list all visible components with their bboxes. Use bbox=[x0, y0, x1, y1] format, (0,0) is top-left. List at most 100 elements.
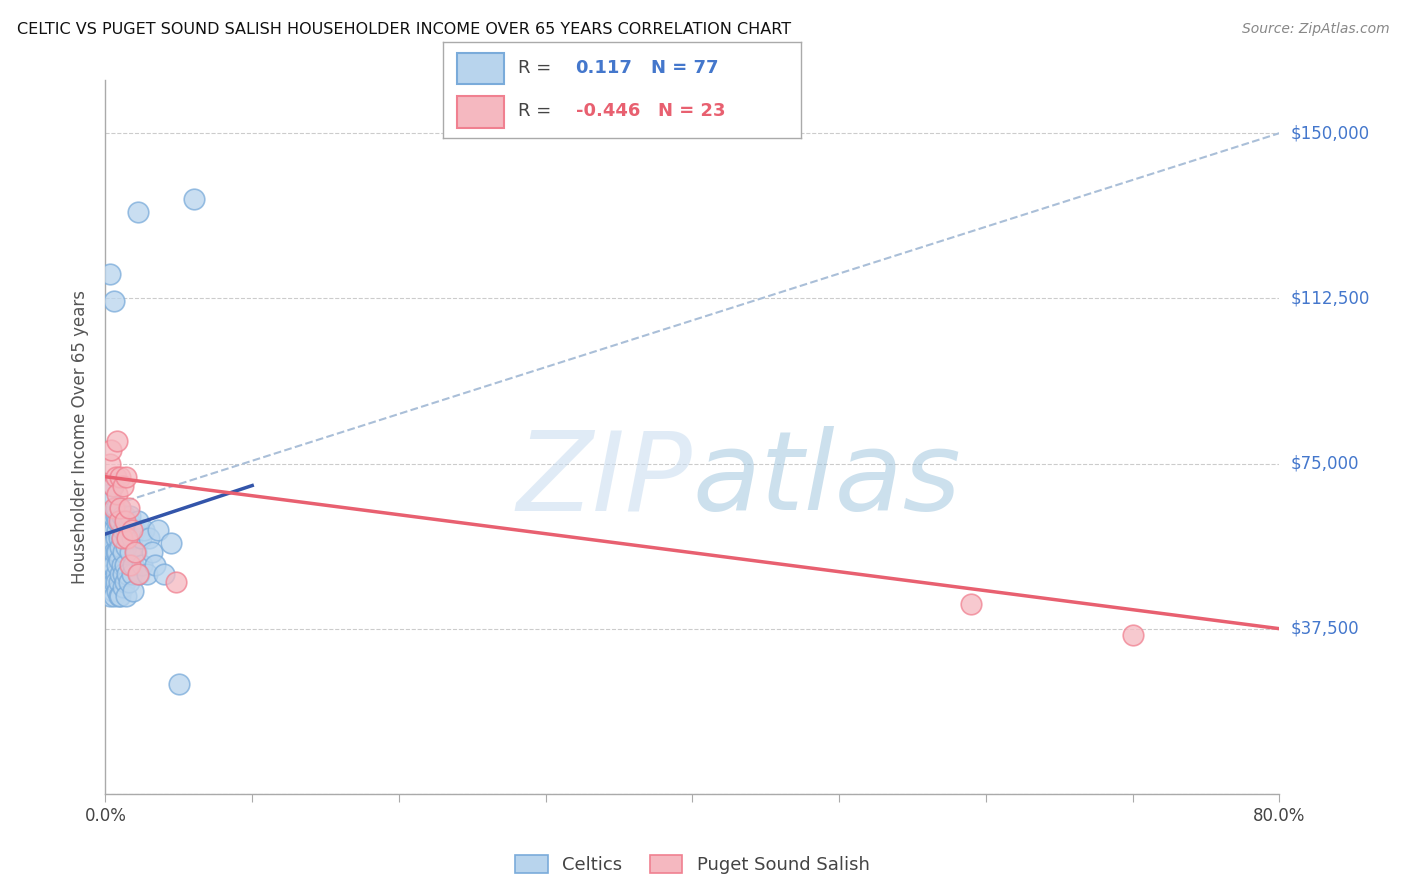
Point bbox=[112, 544, 135, 558]
Point bbox=[108, 540, 131, 554]
Point bbox=[121, 523, 143, 537]
Point bbox=[105, 514, 128, 528]
Text: atlas: atlas bbox=[692, 426, 962, 533]
Point bbox=[107, 532, 129, 546]
Point bbox=[120, 558, 142, 572]
Y-axis label: Householder Income Over 65 years: Householder Income Over 65 years bbox=[72, 290, 90, 584]
Point bbox=[112, 523, 135, 537]
Point bbox=[101, 478, 124, 492]
Text: Source: ZipAtlas.com: Source: ZipAtlas.com bbox=[1241, 22, 1389, 37]
Point bbox=[110, 509, 132, 524]
Point bbox=[100, 443, 122, 458]
Point bbox=[108, 469, 131, 483]
Point bbox=[103, 589, 125, 603]
Point bbox=[103, 523, 125, 537]
Point bbox=[112, 580, 135, 594]
Point bbox=[117, 566, 139, 581]
Text: $75,000: $75,000 bbox=[1291, 455, 1360, 473]
Point bbox=[97, 544, 120, 558]
Point bbox=[98, 558, 121, 572]
Point bbox=[114, 509, 136, 524]
Point bbox=[122, 584, 145, 599]
Text: CELTIC VS PUGET SOUND SALISH HOUSEHOLDER INCOME OVER 65 YEARS CORRELATION CHART: CELTIC VS PUGET SOUND SALISH HOUSEHOLDER… bbox=[17, 22, 792, 37]
Point bbox=[107, 589, 129, 603]
Point bbox=[127, 566, 149, 581]
Text: $37,500: $37,500 bbox=[1291, 620, 1360, 638]
Point bbox=[110, 532, 132, 546]
Point bbox=[110, 532, 132, 546]
Point bbox=[125, 544, 148, 558]
Point bbox=[117, 532, 139, 546]
Point bbox=[121, 566, 143, 581]
Text: N = 23: N = 23 bbox=[658, 103, 725, 120]
Point bbox=[104, 566, 127, 581]
Point bbox=[105, 434, 128, 449]
Point bbox=[110, 558, 132, 572]
Point bbox=[98, 267, 121, 281]
Point bbox=[120, 509, 142, 524]
Text: $112,500: $112,500 bbox=[1291, 289, 1369, 308]
Text: $150,000: $150,000 bbox=[1291, 124, 1369, 142]
Point bbox=[120, 544, 142, 558]
Point bbox=[100, 544, 122, 558]
Point bbox=[107, 514, 129, 528]
Point bbox=[104, 544, 127, 558]
Point bbox=[131, 558, 153, 572]
Point bbox=[167, 677, 190, 691]
Text: N = 77: N = 77 bbox=[651, 59, 718, 77]
Point bbox=[103, 500, 125, 515]
Point bbox=[108, 589, 131, 603]
Point bbox=[104, 500, 127, 515]
Point bbox=[165, 575, 187, 590]
Point bbox=[135, 566, 157, 581]
Point bbox=[115, 469, 138, 483]
Point bbox=[104, 509, 127, 524]
Point bbox=[118, 514, 141, 528]
Point bbox=[100, 575, 122, 590]
Point bbox=[108, 566, 131, 581]
Point bbox=[108, 514, 131, 528]
Point bbox=[127, 205, 149, 219]
Point bbox=[107, 575, 129, 590]
Point bbox=[138, 532, 160, 546]
Point bbox=[101, 558, 124, 572]
Point bbox=[141, 544, 163, 558]
Point bbox=[128, 566, 150, 581]
Point bbox=[117, 532, 139, 546]
Point bbox=[112, 478, 135, 492]
Point bbox=[124, 523, 146, 537]
Point bbox=[114, 514, 136, 528]
Point bbox=[107, 553, 129, 567]
Point bbox=[129, 532, 152, 546]
Point bbox=[97, 514, 120, 528]
Point bbox=[118, 500, 141, 515]
Point bbox=[100, 566, 122, 581]
Point bbox=[103, 293, 125, 308]
Point bbox=[101, 584, 124, 599]
Point bbox=[98, 457, 121, 471]
Point bbox=[104, 469, 127, 483]
Point bbox=[153, 566, 176, 581]
Point bbox=[105, 558, 128, 572]
Point bbox=[124, 544, 146, 558]
Point bbox=[108, 500, 131, 515]
Point bbox=[108, 500, 131, 515]
Point bbox=[121, 532, 143, 546]
Point bbox=[101, 536, 124, 550]
Point bbox=[114, 575, 136, 590]
Point bbox=[104, 532, 127, 546]
Legend: Celtics, Puget Sound Salish: Celtics, Puget Sound Salish bbox=[508, 847, 877, 881]
Point bbox=[105, 544, 128, 558]
Point bbox=[105, 487, 128, 501]
Point bbox=[103, 544, 125, 558]
Point bbox=[101, 478, 124, 492]
Text: R =: R = bbox=[519, 59, 551, 77]
Point bbox=[148, 523, 170, 537]
Point bbox=[183, 192, 205, 206]
Point bbox=[105, 523, 128, 537]
Point bbox=[101, 509, 124, 524]
Point bbox=[115, 523, 138, 537]
Point bbox=[115, 540, 138, 554]
Text: 0.117: 0.117 bbox=[575, 59, 633, 77]
Point bbox=[100, 523, 122, 537]
